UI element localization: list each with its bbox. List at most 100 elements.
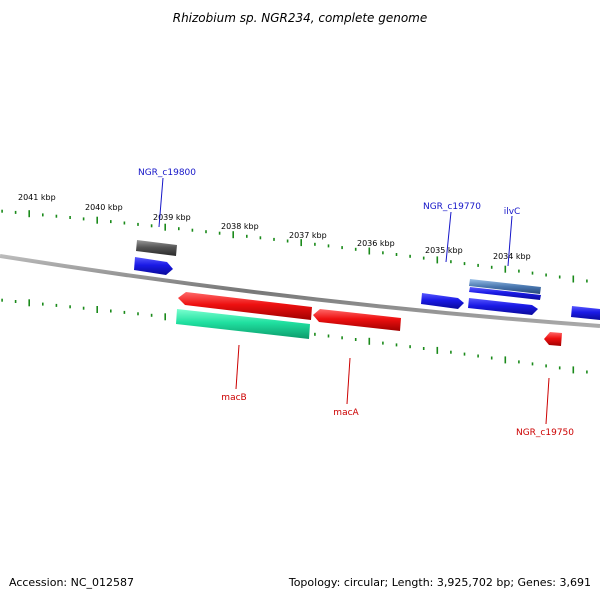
upper-track-minor-tick [14, 210, 17, 214]
gene-macb[interactable] [178, 292, 312, 320]
gene-ilvc[interactable] [469, 287, 541, 300]
lower-track-minor-tick [314, 332, 316, 336]
lower-track-major-tick [164, 313, 166, 321]
accession-text: Accession: NC_012587 [9, 576, 134, 589]
lower-track-minor-tick [55, 303, 58, 307]
tick-label-2039kbp: 2039 kbp [153, 213, 191, 222]
upper-track-major-tick [368, 247, 371, 255]
lower-track-minor-tick [1, 298, 3, 302]
tick-label-2040kbp: 2040 kbp [85, 203, 123, 212]
upper-track-minor-tick [218, 231, 221, 235]
upper-track-major-tick [96, 216, 98, 224]
upper-track-minor-tick [286, 239, 289, 243]
upper-track-minor-tick [586, 279, 588, 283]
lower-track-major-tick [504, 356, 507, 364]
leader-line-ilvc [507, 215, 513, 267]
lower-track-minor-tick [586, 370, 588, 374]
upper-track-minor-tick [395, 253, 398, 256]
upper-track-major-tick [436, 256, 439, 264]
topology-text: Topology: circular; Length: 3,925,702 bp… [288, 576, 591, 589]
lower-track-minor-tick [409, 345, 411, 349]
gene-maca[interactable] [313, 309, 401, 331]
gene-macb-teal[interactable] [176, 309, 310, 339]
lower-track-minor-tick [531, 362, 534, 366]
tick-label-2037kbp: 2037 kbp [289, 231, 327, 240]
upper-track-minor-tick [55, 214, 58, 218]
lower-track-minor-tick [354, 338, 357, 341]
leader-line-c19750 [545, 377, 550, 425]
gene-ngr-c19800[interactable] [134, 257, 173, 275]
lower-track-major-tick [96, 306, 98, 313]
lower-track-minor-tick [422, 347, 425, 350]
gene-label-c19770[interactable]: NGR_c19770 [423, 202, 481, 212]
tick-label-2041kbp: 2041 kbp [18, 193, 56, 202]
lower-track-minor-tick [341, 336, 343, 340]
upper-track-minor-tick [150, 224, 153, 228]
leader-line-macb [235, 344, 240, 390]
lower-track-minor-tick [382, 341, 384, 345]
lower-track-minor-tick [558, 366, 561, 370]
lower-track-minor-tick [69, 305, 71, 309]
lower-track-minor-tick [545, 364, 547, 368]
upper-track-minor-tick [558, 275, 561, 279]
lower-track-minor-tick [82, 306, 85, 310]
lower-track-minor-tick [110, 309, 112, 313]
gene-label-maca[interactable]: macA [333, 408, 359, 418]
upper-track-major-tick [164, 223, 166, 231]
genome-backbone [0, 254, 600, 328]
gene-label-c19800[interactable]: NGR_c19800 [138, 168, 196, 178]
upper-track-minor-tick [273, 237, 275, 241]
gene-ngr-c19800-dark[interactable] [136, 240, 177, 256]
upper-track-major-tick [28, 210, 30, 218]
upper-track-minor-tick [259, 236, 262, 240]
gene-label-ilvc[interactable]: ilvC [504, 207, 521, 217]
upper-track-minor-tick [409, 254, 411, 258]
lower-track-major-tick [572, 366, 575, 374]
upper-track-minor-tick [137, 222, 139, 226]
upper-track-minor-tick [178, 227, 180, 231]
lower-track-minor-tick [123, 310, 126, 314]
lower-track-minor-tick [490, 356, 493, 360]
gene-forward-edge[interactable] [571, 306, 600, 320]
upper-track-minor-tick [341, 246, 343, 250]
gene-forward-2034[interactable] [468, 298, 538, 315]
upper-track-major-tick [572, 275, 575, 283]
upper-track-minor-tick [205, 230, 207, 234]
lower-track-minor-tick [14, 300, 17, 303]
lower-track-major-tick [28, 299, 30, 307]
tick-label-2038kbp: 2038 kbp [221, 222, 259, 231]
lower-track-minor-tick [150, 313, 153, 317]
gene-ngr-c19770[interactable] [421, 293, 464, 309]
upper-track-minor-tick [69, 216, 71, 219]
upper-track-minor-tick [246, 234, 248, 238]
upper-track-major-tick [232, 231, 234, 239]
upper-track-major-tick [300, 239, 302, 247]
map-title: Rhizobium sp. NGR234, complete genome [173, 11, 428, 25]
lower-track-minor-tick [395, 343, 398, 347]
upper-track-minor-tick [82, 217, 85, 221]
tick-label-2034kbp: 2034 kbp [493, 252, 531, 261]
upper-track-minor-tick [42, 213, 44, 217]
lower-track-minor-tick [42, 302, 44, 306]
gene-label-c19750[interactable]: NGR_c19750 [516, 428, 574, 438]
lower-track-major-tick [436, 346, 439, 354]
gene-ngr-c19750[interactable] [544, 332, 562, 346]
upper-track-minor-tick [490, 265, 493, 269]
upper-track-minor-tick [545, 273, 547, 277]
upper-track-minor-tick [314, 242, 316, 246]
upper-track-minor-tick [191, 228, 194, 232]
upper-track-minor-tick [477, 263, 479, 267]
gene-ilvc-rrna[interactable] [469, 279, 541, 294]
upper-track-minor-tick [110, 220, 112, 224]
tick-label-2036kbp: 2036 kbp [357, 239, 395, 248]
upper-track-minor-tick [422, 256, 425, 260]
tick-label-2035kbp: 2035 kbp [425, 246, 463, 255]
lower-track-minor-tick [477, 354, 479, 358]
upper-tick-track [1, 209, 588, 283]
lower-track-minor-tick [518, 360, 520, 364]
upper-track-major-tick [504, 265, 507, 273]
gene-label-macb[interactable]: macB [221, 393, 246, 403]
leader-line-maca [346, 357, 351, 405]
upper-track-minor-tick [1, 209, 3, 213]
